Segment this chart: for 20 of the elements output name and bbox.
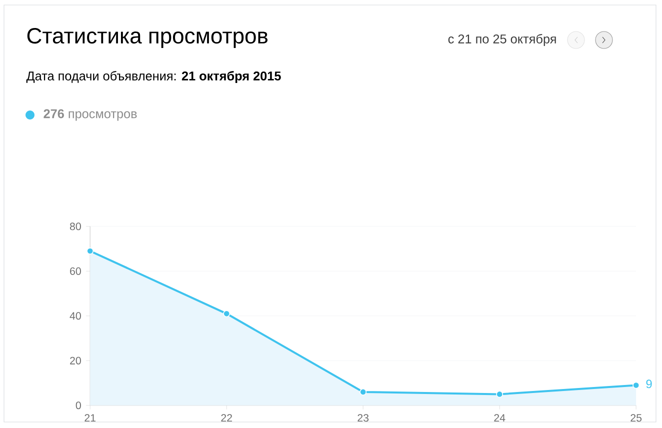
data-label: 9: [646, 380, 652, 388]
y-tick-label: 80: [70, 222, 81, 230]
y-tick-label: 0: [76, 402, 81, 410]
y-tick-label: 60: [70, 267, 81, 275]
x-tick-label: 25: [630, 414, 642, 422]
chart-subtitle: Дата подачи объявления: 21 октября 2015: [26, 71, 281, 83]
x-tick-label: 24: [494, 414, 506, 422]
x-tick-label: 22: [221, 414, 232, 422]
y-tick-label: 20: [70, 356, 81, 364]
point: [223, 310, 230, 318]
chart-title: Статистика просмотров: [27, 28, 268, 48]
text: с 21 по 25 октября: [448, 34, 556, 46]
point: [632, 382, 640, 389]
x-tick-label: 23: [358, 414, 369, 422]
y-tick-label: 40: [70, 312, 81, 320]
legend-label: 276 просмотров: [44, 109, 137, 121]
point: [86, 248, 94, 254]
point: [360, 388, 367, 396]
x-tick-label: 21: [84, 414, 96, 422]
point: [496, 390, 504, 398]
